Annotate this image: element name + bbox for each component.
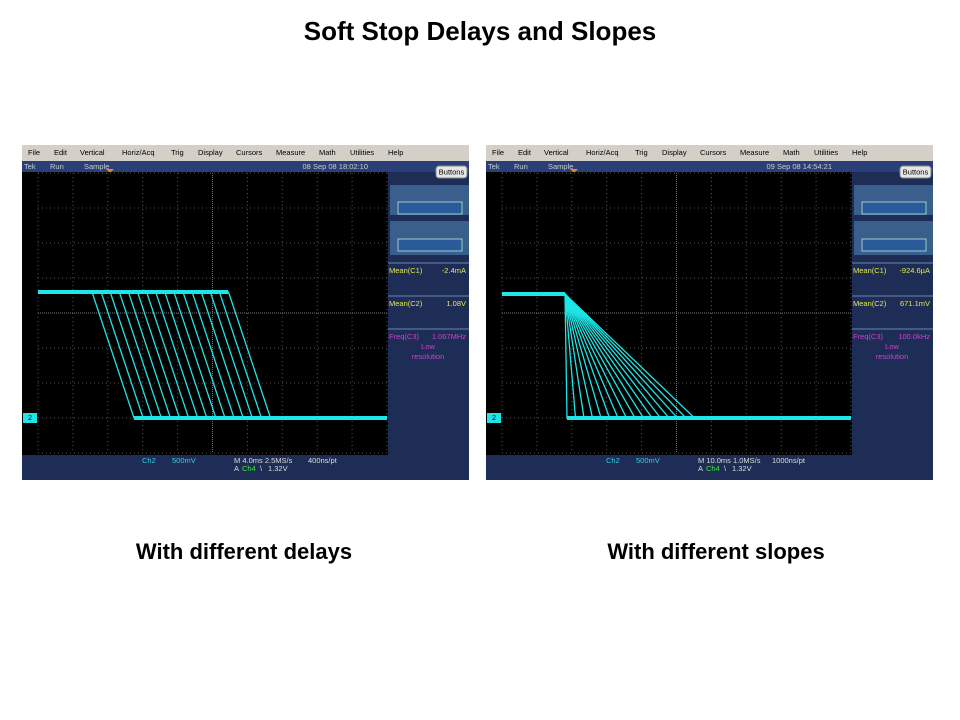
trigger-prefix: A [698, 464, 703, 473]
readout-label: Mean(C1) [853, 266, 887, 275]
status-brand: Tek [24, 162, 36, 171]
menu-bar [22, 145, 469, 161]
trigger-marker [106, 169, 114, 173]
menu-item[interactable]: Measure [740, 148, 769, 157]
menu-item[interactable]: File [492, 148, 504, 157]
buttons-button[interactable] [435, 165, 468, 179]
readout-label: Mean(C2) [853, 299, 887, 308]
trigger-slope: \ [260, 464, 263, 473]
channel-marker-box [487, 413, 501, 423]
bottom-scale: 500mV [636, 456, 660, 465]
status-state: Run [50, 162, 64, 171]
scope-screenshot: File Edit Vertical Horiz/Acq Trig Display Curs… [486, 145, 933, 480]
caption: With different delays [136, 539, 352, 564]
menu-item[interactable]: Math [783, 148, 800, 157]
bottom-timebase: M 10.0ms 1.0MS/s [698, 456, 761, 465]
readout-note: Low [885, 342, 899, 351]
status-brand: Tek [488, 162, 500, 171]
menu-item[interactable]: Trig [171, 148, 184, 157]
menu-item[interactable]: Horiz/Acq [586, 148, 619, 157]
status-datetime: 08 Sep 08 18:02:10 [303, 162, 368, 171]
bottom-resolution: 400ns/pt [308, 456, 338, 465]
channel-marker: 2 [492, 413, 496, 422]
status-datetime: 09 Sep 08 14:54:21 [767, 162, 832, 171]
trigger-channel: Ch4 [242, 464, 256, 473]
trigger-slope: \ [724, 464, 727, 473]
channel-marker: 2 [28, 413, 32, 422]
trigger-level: 1.32V [732, 464, 752, 473]
menu-item[interactable]: Edit [54, 148, 68, 157]
side-button[interactable] [397, 238, 463, 252]
channel-marker-box [23, 413, 37, 423]
menu-item[interactable]: Horiz/Acq [122, 148, 155, 157]
trigger-channel: Ch4 [706, 464, 720, 473]
readout-label: Freq(C3) [389, 332, 420, 341]
menu-item[interactable]: Cursors [700, 148, 727, 157]
readout-note: Low [421, 342, 435, 351]
readout-value: -2.4mA [442, 266, 466, 275]
menu-item[interactable]: Edit [518, 148, 532, 157]
menu-item[interactable]: Trig [635, 148, 648, 157]
menu-item[interactable]: Measure [276, 148, 305, 157]
menu-item[interactable]: Math [319, 148, 336, 157]
trigger-prefix: A [234, 464, 239, 473]
menu-item[interactable]: Utilities [814, 148, 838, 157]
menu-item[interactable]: Vertical [544, 148, 569, 157]
bottom-resolution: 1000ns/pt [772, 456, 806, 465]
readout-value: 100.0kHz [898, 332, 930, 341]
trigger-level: 1.32V [268, 464, 288, 473]
menu-item[interactable]: Vertical [80, 148, 105, 157]
slide-title: Soft Stop Delays and Slopes [304, 16, 657, 46]
bottom-timebase: M 4.0ms 2.5MS/s [234, 456, 293, 465]
side-button[interactable] [397, 201, 463, 215]
side-button[interactable] [861, 238, 927, 252]
buttons-label: Buttons [439, 167, 465, 176]
readout-label: Freq(C3) [853, 332, 884, 341]
status-mode: Sample [84, 162, 109, 171]
menu-item[interactable]: Display [198, 148, 223, 157]
buttons-label: Buttons [903, 167, 929, 176]
caption: With different slopes [607, 539, 824, 564]
status-bar [22, 161, 469, 172]
menu-item[interactable]: Help [388, 148, 403, 157]
status-bar [486, 161, 933, 172]
readout-value: -924.6µA [899, 266, 930, 275]
menu-bar [486, 145, 933, 161]
menu-item[interactable]: Utilities [350, 148, 374, 157]
scope-screenshot: File Edit Vertical Horiz/Acq Trig Display Curs… [22, 145, 469, 480]
trigger-marker [570, 169, 578, 173]
readout-value: 671.1mV [900, 299, 930, 308]
bottom-channel: Ch2 [606, 456, 620, 465]
status-mode: Sample [548, 162, 573, 171]
readout-label: Mean(C2) [389, 299, 423, 308]
readout-note: resolution [876, 352, 909, 361]
readout-label: Mean(C1) [389, 266, 423, 275]
menu-item[interactable]: Cursors [236, 148, 263, 157]
readout-value: 1.067MHz [432, 332, 466, 341]
menu-item[interactable]: Display [662, 148, 687, 157]
menu-item[interactable]: Help [852, 148, 867, 157]
side-button[interactable] [861, 201, 927, 215]
bottom-channel: Ch2 [142, 456, 156, 465]
readout-note: resolution [412, 352, 445, 361]
readout-value: 1.08V [446, 299, 466, 308]
status-state: Run [514, 162, 528, 171]
bottom-scale: 500mV [172, 456, 196, 465]
menu-item[interactable]: File [28, 148, 40, 157]
buttons-button[interactable] [899, 165, 932, 179]
